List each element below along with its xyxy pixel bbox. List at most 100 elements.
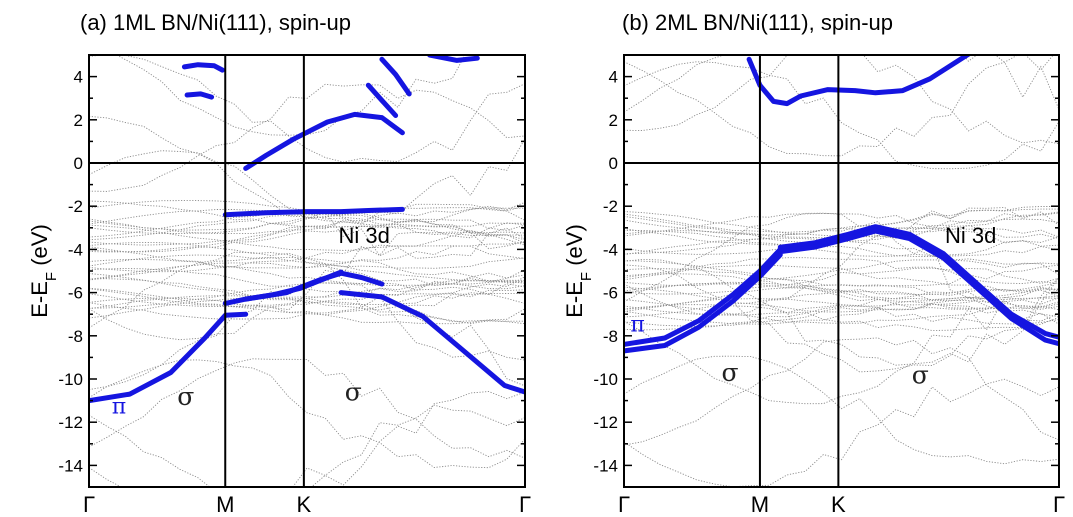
band-series-5 xyxy=(243,111,405,171)
background-band xyxy=(624,378,1059,487)
background-band xyxy=(624,207,1059,316)
y-tick-label: -6 xyxy=(603,284,618,303)
band-series-7 xyxy=(184,91,215,100)
panel-a: 420-2-4-6-8-10-12-14Γ M K Γ(a) 1ML BN/Ni(11… xyxy=(27,10,531,517)
background-band xyxy=(89,280,525,308)
x-kpoint-label: Γ xyxy=(83,492,95,517)
y-tick-label: 4 xyxy=(74,68,83,87)
y-tick-label: -8 xyxy=(603,327,618,346)
pi-annotation: π xyxy=(112,395,126,420)
x-kpoint-label: Γ xyxy=(618,492,630,517)
sigma-annotation: σ xyxy=(345,378,362,407)
band-series-3 xyxy=(777,228,946,261)
band-series-6 xyxy=(181,62,225,73)
background-band xyxy=(89,214,525,241)
sigma-annotation: σ xyxy=(177,382,194,411)
band-series-0 xyxy=(89,311,249,404)
band-series-6 xyxy=(746,55,972,107)
band-series-1 xyxy=(624,252,783,354)
band-series-5 xyxy=(941,255,1059,347)
x-kpoint-label: M xyxy=(751,492,769,517)
background-band xyxy=(89,262,525,290)
y-axis-label-main: E-E xyxy=(562,281,587,318)
background-band xyxy=(89,297,525,325)
y-tick-label: -10 xyxy=(58,370,83,389)
y-tick-label: 4 xyxy=(609,68,618,87)
background-band xyxy=(89,254,525,282)
sigma-annotation: σ xyxy=(721,358,738,387)
background-band xyxy=(624,284,1059,311)
background-band xyxy=(624,259,1059,287)
background-band xyxy=(624,259,1059,287)
ni3d-annotation: Ni 3d xyxy=(339,223,390,248)
background-band xyxy=(89,207,525,234)
y-axis-label-unit: (eV) xyxy=(562,224,587,272)
background-band xyxy=(624,355,1059,465)
x-kpoint-label: Γ xyxy=(519,492,531,517)
band-series-8 xyxy=(365,82,399,118)
y-tick-label: -4 xyxy=(68,240,83,259)
background-band xyxy=(89,83,525,192)
y-axis-label: E-EF (eV) xyxy=(27,224,60,318)
y-tick-label: 0 xyxy=(609,154,618,173)
background-band xyxy=(624,298,1059,325)
background-band xyxy=(624,55,1059,131)
background-band xyxy=(624,264,1059,373)
band-series-3 xyxy=(222,269,344,306)
y-tick-label: -14 xyxy=(593,456,618,475)
x-kpoint-label: K xyxy=(831,492,846,517)
y-axis-label-sub: F xyxy=(578,272,595,281)
background-band xyxy=(624,55,1059,145)
background-band xyxy=(89,225,525,253)
background-band xyxy=(624,281,1059,309)
background-band xyxy=(624,212,1059,322)
background-band xyxy=(89,256,525,284)
y-tick-label: -14 xyxy=(58,456,83,475)
y-tick-label: -8 xyxy=(68,327,83,346)
y-tick-label: -6 xyxy=(68,284,83,303)
band-series-9 xyxy=(379,56,412,97)
y-tick-label: -2 xyxy=(68,197,83,216)
background-band xyxy=(89,391,525,487)
band-series-2 xyxy=(338,290,525,395)
background-band xyxy=(89,251,525,361)
x-kpoint-label: Γ xyxy=(1053,492,1065,517)
background-band xyxy=(624,337,1059,446)
y-tick-label: -4 xyxy=(603,240,618,259)
background-band xyxy=(89,245,525,273)
panel-title: (b) 2ML BN/Ni(111), spin-up xyxy=(622,10,893,35)
background-band xyxy=(624,212,1059,239)
y-axis-label: E-EF (eV) xyxy=(562,224,595,318)
band-series-2 xyxy=(777,224,946,257)
x-kpoint-label: K xyxy=(297,492,312,517)
background-band xyxy=(624,264,1059,292)
background-band xyxy=(624,258,1059,366)
y-tick-label: -12 xyxy=(593,413,618,432)
panel-b: 420-2-4-6-8-10-12-14Γ M K Γ(b) 2ML BN/Ni(11… xyxy=(562,10,1065,517)
background-band xyxy=(89,358,525,459)
background-band xyxy=(89,359,525,469)
background-band xyxy=(89,292,525,320)
plot-frame xyxy=(623,54,1060,488)
background-band xyxy=(624,297,1059,324)
y-tick-label: 2 xyxy=(74,111,83,130)
background-band xyxy=(624,61,1059,170)
panel-title: (a) 1ML BN/Ni(111), spin-up xyxy=(80,10,351,35)
background-band xyxy=(89,278,525,306)
pi-annotation: π xyxy=(630,312,644,337)
background-band xyxy=(624,229,1059,257)
band-series-0 xyxy=(624,246,783,347)
background-band xyxy=(89,287,525,314)
y-tick-label: -10 xyxy=(593,370,618,389)
y-axis-label-sub: F xyxy=(43,272,60,281)
background-band xyxy=(89,272,525,298)
background-band xyxy=(624,257,1059,285)
y-axis-label-main: E-E xyxy=(27,281,52,318)
background-band xyxy=(89,241,525,269)
band-series-4 xyxy=(222,206,405,218)
band-series-4 xyxy=(941,251,1059,340)
background-band xyxy=(89,295,525,323)
y-tick-label: 0 xyxy=(74,154,83,173)
y-tick-label: -2 xyxy=(603,197,618,216)
